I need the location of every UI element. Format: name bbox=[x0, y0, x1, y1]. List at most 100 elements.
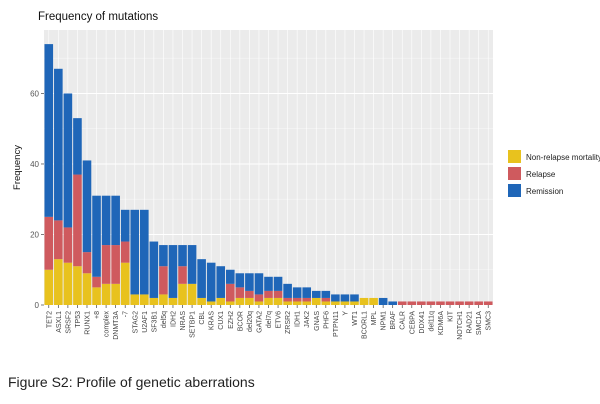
bar-segment bbox=[130, 209, 140, 295]
bar-segment bbox=[359, 297, 369, 305]
x-tick-label: KIT bbox=[448, 310, 455, 322]
x-tick-label: PHF6 bbox=[323, 311, 330, 329]
x-tick-label: ZRSR2 bbox=[285, 311, 292, 334]
bar-segment bbox=[159, 266, 168, 295]
x-tick-label: del20q bbox=[247, 311, 254, 332]
x-tick-label: GATA2 bbox=[256, 311, 263, 333]
bar-segment bbox=[111, 245, 120, 284]
bar-segment bbox=[140, 294, 149, 305]
x-tick-label: WT1 bbox=[352, 311, 359, 326]
bar-segment bbox=[63, 227, 73, 263]
legend-label: Non-relapse mortality bbox=[526, 153, 600, 162]
bar-segment bbox=[474, 301, 483, 305]
legend-label: Relapse bbox=[526, 170, 556, 179]
bar-segment bbox=[283, 301, 292, 305]
x-tick-label: +8 bbox=[94, 311, 101, 319]
bar-segment bbox=[159, 245, 168, 267]
bar-segment bbox=[369, 297, 378, 305]
bar-segment bbox=[111, 283, 120, 305]
bar-segment bbox=[44, 269, 54, 305]
bar-segment bbox=[73, 118, 82, 175]
bar-segment bbox=[292, 301, 302, 305]
bar-segment bbox=[206, 262, 216, 302]
bar-segment bbox=[225, 301, 235, 305]
bar-segment bbox=[350, 301, 359, 305]
x-tick-label: -7 bbox=[123, 311, 130, 317]
x-tick-label: TET2 bbox=[46, 311, 53, 328]
bar-segment bbox=[340, 301, 350, 305]
x-tick-label: del7q bbox=[266, 311, 273, 328]
bar-segment bbox=[225, 283, 235, 302]
bar-segment bbox=[264, 297, 273, 305]
legend-label: Remission bbox=[526, 187, 563, 196]
bar-segment bbox=[302, 301, 312, 305]
bar-segment bbox=[101, 245, 111, 284]
bar-segment bbox=[82, 252, 92, 274]
bar-segment bbox=[464, 301, 474, 305]
x-tick-label: U2AF1 bbox=[142, 311, 149, 333]
bar-segment bbox=[254, 301, 264, 305]
bar-segment bbox=[311, 297, 321, 305]
bar-segment bbox=[254, 273, 264, 295]
bar-segment bbox=[235, 287, 245, 298]
x-tick-label: DDX41 bbox=[419, 311, 426, 334]
x-tick-label: NOTCH1 bbox=[457, 311, 464, 340]
bar-segment bbox=[168, 245, 178, 298]
x-tick-label: PTPN11 bbox=[333, 311, 340, 337]
bar-segment bbox=[331, 294, 340, 302]
x-tick-label: RUNX1 bbox=[84, 311, 91, 335]
x-tick-label: TP53 bbox=[75, 311, 82, 328]
x-tick-label: DNMT3A bbox=[113, 311, 120, 340]
bar-segment bbox=[101, 283, 111, 305]
bar-segment bbox=[245, 273, 254, 291]
bar-segment bbox=[187, 245, 197, 284]
bar-segment bbox=[120, 241, 130, 263]
bar-segment bbox=[111, 195, 120, 246]
x-tick-label: IDH2 bbox=[170, 311, 177, 327]
bar-segment bbox=[302, 287, 312, 298]
figure-caption: Figure S2: Profile of genetic aberration… bbox=[8, 374, 255, 390]
bar-segment bbox=[483, 301, 493, 305]
x-tick-label: CUX1 bbox=[218, 311, 225, 330]
legend-swatch bbox=[508, 150, 521, 163]
bar-segment bbox=[340, 294, 350, 302]
bar-segment bbox=[197, 297, 206, 305]
x-tick-label: SF3B1 bbox=[151, 311, 158, 333]
bar-segment bbox=[44, 44, 54, 217]
bar-segment bbox=[92, 276, 101, 288]
bar-segment bbox=[159, 294, 168, 305]
y-tick-label: 60 bbox=[30, 89, 39, 98]
bar-segment bbox=[417, 301, 426, 305]
x-tick-label: BRAF bbox=[390, 311, 397, 330]
bar-segment bbox=[149, 297, 159, 305]
bar-segment bbox=[426, 301, 436, 305]
bar-segment bbox=[407, 301, 417, 305]
bar-segment bbox=[120, 209, 130, 242]
bar-segment bbox=[388, 301, 397, 305]
bar-segment bbox=[273, 290, 283, 298]
bar-segment bbox=[321, 301, 331, 305]
bar-segment bbox=[245, 297, 254, 305]
bar-segment bbox=[235, 297, 245, 305]
x-tick-label: MPL bbox=[371, 311, 378, 326]
bar-segment bbox=[73, 266, 82, 305]
bar-segment bbox=[254, 294, 264, 302]
bar-segment bbox=[292, 297, 302, 302]
x-tick-label: SMC1A bbox=[476, 311, 483, 335]
y-tick-label: 20 bbox=[30, 230, 39, 239]
bar-segment bbox=[264, 276, 273, 291]
x-tick-label: NRAS bbox=[180, 311, 187, 331]
x-tick-label: BCORL1 bbox=[362, 311, 369, 339]
bar-segment bbox=[321, 290, 331, 298]
x-tick-label: CEBPA bbox=[409, 311, 416, 335]
x-tick-label: GNAS bbox=[314, 311, 321, 331]
bar-segment bbox=[149, 241, 159, 298]
x-tick-label: CALR bbox=[400, 311, 407, 330]
x-tick-label: ETV6 bbox=[276, 311, 283, 329]
bar-segment bbox=[73, 174, 82, 267]
bar-segment bbox=[321, 297, 331, 302]
x-tick-label: IDH1 bbox=[295, 311, 302, 327]
bar-segment bbox=[273, 297, 283, 305]
